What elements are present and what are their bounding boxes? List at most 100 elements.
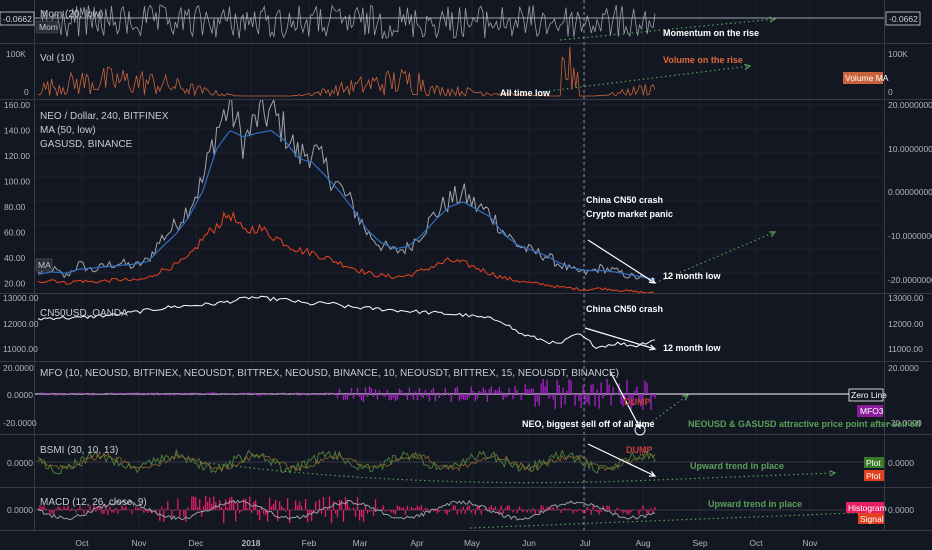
mfo-title: MFO (10, NEOUSD, BITFINEX, NEOUSDT, BITT… <box>40 368 619 379</box>
mfo3-tag: MFO3 <box>860 406 884 416</box>
bsmi-arrow-head <box>829 470 837 477</box>
mom-series-group <box>35 4 884 40</box>
price-arrow-head <box>768 231 777 238</box>
mom-trend-arrow <box>559 18 776 41</box>
ann-all-time-low: All time low <box>500 88 551 98</box>
mfo-tick-right-0: 20.0000 <box>888 363 919 373</box>
cn50-down-arrow <box>584 327 656 350</box>
price-title: NEO / Dollar, 240, BITFINEX <box>40 111 169 122</box>
macd-line <box>37 499 656 521</box>
vol-tick-left-0: 100K <box>6 49 26 59</box>
ma-title: MA (50, low) <box>40 125 96 136</box>
price-tick-left: 40.00 <box>4 253 26 263</box>
bsmi-down-arrow <box>587 443 656 477</box>
ann-attractive-price: NEOUSD & GASUSD attractive price point a… <box>688 419 922 429</box>
bsmi-trend-arrow <box>199 461 836 484</box>
cn50-title: CN50USD, OANDA <box>40 308 128 319</box>
time-axis-label: Dec <box>188 538 204 548</box>
bsmi-plot-tag-1: Plot <box>866 458 881 468</box>
ann-12-month-low: 12 month low <box>663 271 722 281</box>
price-down-arrow-head <box>648 277 657 284</box>
macd-signal-tag: Signal <box>860 514 884 524</box>
cn50-line <box>37 295 656 349</box>
price-down-arrow <box>587 239 656 284</box>
mom-value-left: -0.0662 <box>3 14 32 24</box>
bsmi-tick-right-0: 0.0000 <box>888 458 914 468</box>
time-axis-label: Jul <box>580 538 591 548</box>
vol-tick-right-1: 0 <box>888 87 893 97</box>
price-trend-arrow <box>654 231 776 284</box>
ann-cn50-crash: China CN50 crash <box>586 304 663 314</box>
price-tick-right: 10.00000000 <box>888 144 932 154</box>
volume-ma-line <box>37 46 656 98</box>
vol-title: Vol (10) <box>40 53 74 64</box>
cn50-down-arrow-head <box>648 344 657 351</box>
mfo-tick-right-1: -20.0000 <box>888 418 922 428</box>
time-axis-label: Feb <box>302 538 317 548</box>
gas-title: GASUSD, BINANCE <box>40 139 133 150</box>
cn50-tick-right-1: 12000.00 <box>888 319 924 329</box>
cn50-series-group <box>37 295 656 349</box>
price-tick-right: 0.00000000 <box>888 187 932 197</box>
bsmi-line-2 <box>37 452 656 472</box>
ann-china-crash: China CN50 crash <box>586 195 663 205</box>
time-axis-label: Nov <box>802 538 818 548</box>
price-tick-right: 20.00000000 <box>888 100 932 110</box>
cn50-tick-right-0: 13000.00 <box>888 293 924 303</box>
zero-line-tag: Zero Line <box>851 390 887 400</box>
time-axis-label: Oct <box>75 538 89 548</box>
mfo-tick-left-0: 20.0000 <box>3 363 34 373</box>
ann-dump-bsmi: DUMP <box>626 445 653 455</box>
macd-trend-arrow <box>469 511 881 529</box>
macd-histogram-tag: Histogram <box>848 503 887 513</box>
volume-ma-tag: Volume MA <box>845 73 889 83</box>
price-tick-left: 140.00 <box>4 125 30 135</box>
ann-macd-trend: Upward trend in place <box>708 499 802 509</box>
vol-tick-left-1: 0 <box>24 87 29 97</box>
bsmi-title: BSMI (30, 10, 13) <box>40 445 118 456</box>
price-series-group <box>37 100 656 293</box>
time-axis-label: Aug <box>635 538 650 548</box>
vol-tick-right-0: 100K <box>888 49 908 59</box>
price-tick-right: -10.00000000 <box>888 231 932 241</box>
price-tick-right: -20.00000000 <box>888 275 932 285</box>
macd-tick-left-0: 0.0000 <box>7 505 33 515</box>
time-axis-label: Oct <box>749 538 763 548</box>
mfo-tick-left-2: -20.0000 <box>3 418 37 428</box>
price-tick-left: 100.00 <box>4 176 30 186</box>
ann-bsmi-trend: Upward trend in place <box>690 461 784 471</box>
time-axis-label: Jun <box>522 538 536 548</box>
price-tick-left: 80.00 <box>4 202 26 212</box>
ann-cn50-low: 12 month low <box>663 343 722 353</box>
time-axis-label: Sep <box>692 538 707 548</box>
mom-badge: Mom <box>39 22 58 32</box>
price-series-gasusd <box>37 210 655 293</box>
mfo-down-arrow <box>609 370 641 429</box>
cn50-tick-left-0: 13000.00 <box>3 293 39 303</box>
macd-title: MACD (12, 26, close, 9) <box>40 497 147 508</box>
mfo-series-group <box>35 379 884 410</box>
price-series-ma-50-low- <box>37 130 656 280</box>
bsmi-series-group <box>35 448 884 475</box>
vol-arrow-head <box>744 63 752 70</box>
price-tick-left: 20.00 <box>4 278 26 288</box>
vol-series-group <box>37 46 656 98</box>
price-tick-left: 160.00 <box>4 100 30 110</box>
time-axis-label: 2018 <box>242 538 261 548</box>
macd-tick-right-0: 0.0000 <box>888 505 914 515</box>
ann-crypto-panic: Crypto market panic <box>586 209 673 219</box>
mfo-tick-left-1: 0.0000 <box>7 390 33 400</box>
time-axis-label: Apr <box>410 538 423 548</box>
cn50-tick-right-2: 11000.00 <box>888 344 923 354</box>
mom-title: Mom (20, low) <box>40 9 103 20</box>
ann-momentum: Momentum on the rise <box>663 28 759 38</box>
ann-neo-selloff: NEO, biggest sell off of all time <box>522 419 655 429</box>
price-tick-left: 60.00 <box>4 227 26 237</box>
ann-dump-mfo: DUMP <box>624 397 651 407</box>
bsmi-down-arrow-head <box>648 470 657 477</box>
cn50-tick-left-2: 11000.00 <box>3 344 38 354</box>
time-axis-label: Nov <box>131 538 147 548</box>
price-series-neo-dollar <box>37 100 656 283</box>
